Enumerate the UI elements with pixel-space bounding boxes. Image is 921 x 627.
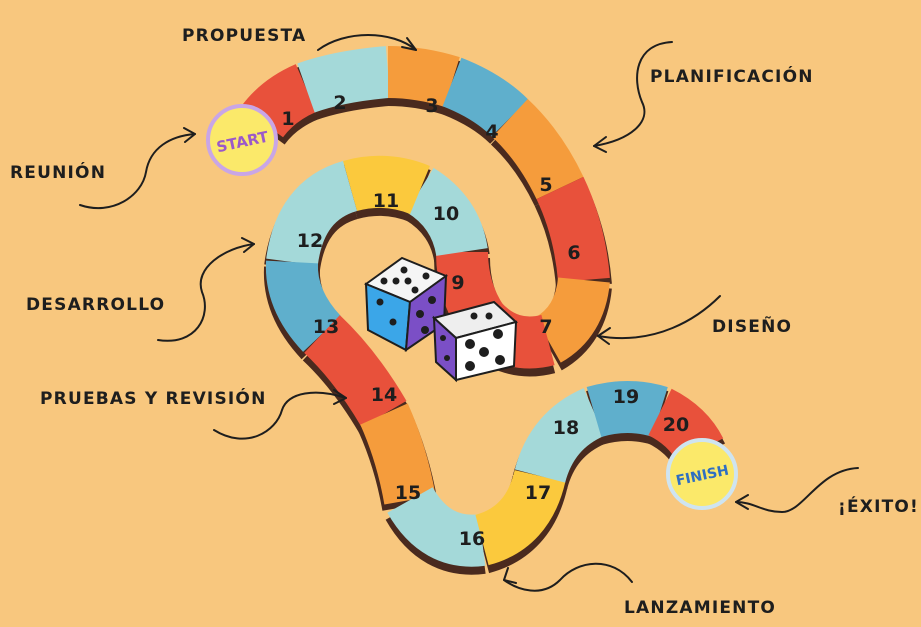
space-number-20: 20 [663, 414, 689, 436]
space-number-4: 4 [485, 121, 498, 143]
board-space-5[interactable] [491, 98, 584, 200]
board-space-6[interactable] [536, 176, 610, 283]
label-diseno: DISEÑO [712, 314, 792, 337]
board-space-3[interactable] [387, 46, 460, 107]
board-space-12[interactable] [266, 160, 359, 267]
space-number-10: 10 [433, 203, 459, 225]
label-pruebas: PRUEBAS Y REVISIÓN [40, 387, 267, 409]
space-number-16: 16 [459, 528, 485, 550]
finish-token[interactable]: FINISH [666, 438, 738, 510]
board-space-10[interactable] [405, 167, 488, 257]
board-space-4[interactable] [442, 57, 529, 137]
space-number-2: 2 [333, 92, 346, 114]
arrow-reunion [79, 133, 196, 210]
board-space-7[interactable] [534, 276, 610, 363]
board-space-15[interactable] [360, 403, 436, 505]
arrow-propuesta [317, 34, 417, 51]
board-space-19[interactable] [586, 381, 668, 438]
space-number-11: 11 [373, 190, 399, 212]
space-number-13: 13 [313, 316, 339, 338]
space-number-9: 9 [451, 272, 464, 294]
label-planificacion: PLANIFICACIÓN [650, 65, 814, 87]
label-desarrollo: DESARROLLO [26, 295, 165, 315]
arrow-diseno [597, 295, 721, 340]
space-number-6: 6 [567, 242, 580, 264]
space-number-1: 1 [281, 108, 294, 130]
arrow-pruebas [213, 391, 347, 440]
board-space-13[interactable] [265, 260, 342, 352]
board-space-14[interactable] [303, 315, 407, 428]
arrow-desarrollo [157, 243, 255, 342]
board-space-2[interactable] [297, 46, 391, 113]
arrow-planificacion [593, 41, 673, 147]
board-space-11[interactable] [343, 155, 430, 215]
arrow-exito [735, 467, 859, 513]
dice-left[interactable] [363, 256, 449, 353]
arrow-lanzamiento [503, 562, 633, 592]
label-lanzamiento: LANZAMIENTO [624, 598, 776, 618]
space-number-12: 12 [297, 230, 323, 252]
label-exito: ¡ÉXITO! [838, 495, 919, 517]
space-number-5: 5 [539, 174, 552, 196]
space-number-3: 3 [425, 95, 438, 117]
dice-right[interactable] [431, 300, 519, 383]
space-number-19: 19 [613, 386, 639, 408]
space-number-15: 15 [395, 482, 421, 504]
space-number-18: 18 [553, 417, 579, 439]
label-propuesta: PROPUESTA [182, 26, 306, 46]
board-space-16[interactable] [387, 486, 486, 567]
space-number-7: 7 [539, 316, 552, 338]
board-space-17[interactable] [474, 469, 566, 566]
start-token[interactable]: START [206, 104, 278, 176]
board-space-18[interactable] [514, 388, 606, 484]
space-number-14: 14 [371, 384, 397, 406]
space-number-17: 17 [525, 482, 551, 504]
label-reunion: REUNIÓN [10, 161, 106, 183]
